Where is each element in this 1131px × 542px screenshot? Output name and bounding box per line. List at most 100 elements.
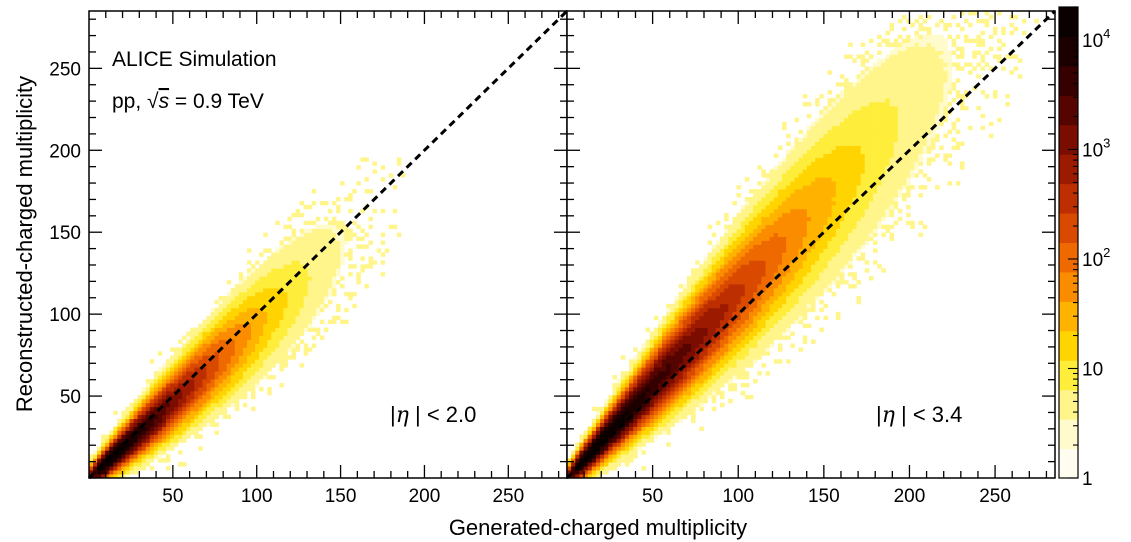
density-cell [230,339,236,344]
density-cell [222,371,228,376]
density-cell [624,406,630,412]
density-cell [823,315,828,321]
density-cell [773,284,779,289]
density-cell [691,371,696,376]
density-cell [798,189,804,194]
density-cell [275,288,280,293]
density-cell [307,236,313,241]
density-cell [323,327,329,332]
density-cell [287,244,292,249]
density-cell [267,375,272,380]
density-cell [798,232,804,237]
density-cell [174,422,179,427]
density-cell [893,157,899,162]
density-cell [794,260,799,265]
density-cell [877,208,882,214]
density-cell [906,70,911,75]
density-cell [149,458,155,463]
density-cell [893,50,899,55]
density-cell [856,82,862,87]
density-cell [214,355,220,360]
density-cell [170,394,175,400]
density-cell [287,288,292,293]
density-cell [773,236,779,241]
density-cell [790,220,795,226]
density-cell [806,303,812,309]
density-cell [753,240,758,245]
density-cell [835,220,841,226]
density-cell [860,177,866,182]
density-cell [678,295,684,301]
density-cell [583,474,589,478]
density-cell [699,284,704,289]
density-cell [711,355,717,360]
y-ticks-left [89,18,567,463]
density-cell [311,311,317,317]
density-cell [811,299,816,305]
density-cell [885,86,890,91]
density-cell [901,82,907,87]
density-cell [332,268,337,273]
density-cell [877,78,882,83]
density-cell [769,331,775,336]
density-cell [591,406,597,412]
density-cell [238,315,244,321]
density-cell [844,236,849,241]
density-cell [291,319,296,325]
density-cell [736,375,742,380]
density-cell [121,466,126,471]
density-cell [311,264,317,269]
density-cell [174,410,179,416]
density-cell [222,307,228,313]
density-cell [852,177,857,182]
density-cell [815,177,820,182]
density-cell [839,102,845,107]
density-cell [279,276,284,281]
density-cell [303,303,309,309]
density-cell [299,299,305,305]
density-cell [645,343,651,348]
density-cell [186,430,191,435]
density-cell [583,466,589,471]
density-cell [612,450,618,455]
density-cell [715,323,721,329]
density-cell [165,386,171,392]
density-cell [206,371,211,376]
density-cell [356,280,361,285]
density-cell [674,339,680,344]
density-cell [267,303,272,309]
density-cell [396,161,402,166]
density-cell [811,173,816,178]
density-cell [662,386,667,392]
density-cell [736,244,742,249]
density-cell [790,331,795,336]
density-cell [794,311,799,317]
density-cell [744,204,750,210]
density-cell [259,315,264,321]
density-cell [271,268,276,273]
density-cell [868,236,874,241]
density-cell [831,236,837,241]
density-cell [815,189,820,194]
density-cell [707,276,713,281]
density-cell [637,355,642,360]
density-cell [864,98,870,103]
density-cell [802,157,808,162]
density-cell [794,165,799,170]
density-cell [777,319,783,325]
density-cell [323,303,329,309]
density-cell [720,363,725,368]
density-cell [868,212,874,218]
density-cell [340,232,345,237]
density-cell [914,74,919,79]
density-cell [761,169,766,174]
density-cell [761,347,766,352]
density-cell [133,434,139,439]
density-cell [802,303,808,309]
density-cell [748,264,754,269]
density-cell [910,62,915,67]
density-cell [178,355,183,360]
density-cell [323,224,329,230]
density-cell [790,165,795,170]
density-cell [251,311,256,317]
